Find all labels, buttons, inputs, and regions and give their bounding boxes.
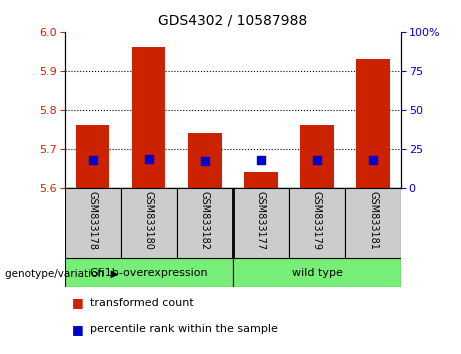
Point [89, 158, 96, 163]
Bar [65, 258, 233, 287]
Bar [300, 125, 334, 188]
Point [369, 158, 377, 163]
Text: GSM833180: GSM833180 [144, 191, 154, 250]
Text: GSM833182: GSM833182 [200, 191, 210, 250]
Bar [65, 188, 121, 258]
Bar [177, 188, 233, 258]
Point [313, 158, 321, 163]
Text: ■: ■ [71, 296, 83, 309]
Text: Gfi1b-overexpression: Gfi1b-overexpression [89, 268, 208, 278]
Text: GSM833179: GSM833179 [312, 191, 322, 250]
Text: GSM833178: GSM833178 [88, 191, 98, 250]
Text: percentile rank within the sample: percentile rank within the sample [90, 324, 278, 334]
Point [145, 156, 152, 162]
Point [201, 158, 208, 164]
Text: ■: ■ [71, 323, 83, 336]
Bar [188, 133, 222, 188]
Bar [356, 59, 390, 188]
Bar [233, 258, 401, 287]
Text: GSM833177: GSM833177 [256, 191, 266, 250]
Bar [132, 47, 165, 188]
Text: GSM833181: GSM833181 [368, 191, 378, 250]
Bar [121, 188, 177, 258]
Text: wild type: wild type [291, 268, 343, 278]
Title: GDS4302 / 10587988: GDS4302 / 10587988 [158, 14, 307, 28]
Bar [289, 188, 345, 258]
Bar [233, 188, 289, 258]
Bar [345, 188, 401, 258]
Text: transformed count: transformed count [90, 298, 194, 308]
Text: genotype/variation  ▶: genotype/variation ▶ [5, 269, 118, 279]
Bar [244, 172, 278, 188]
Bar [76, 125, 109, 188]
Point [257, 157, 265, 162]
